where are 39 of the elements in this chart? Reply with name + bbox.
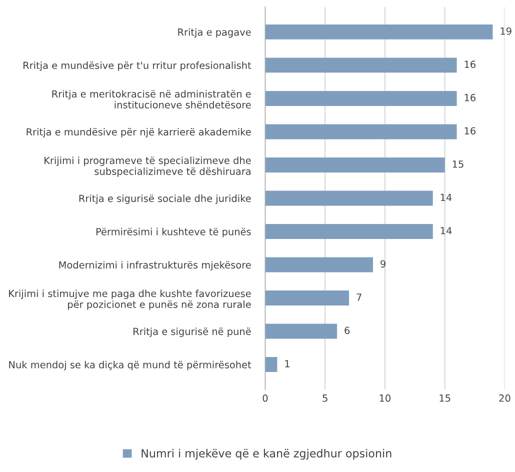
x-tick-label: 15 xyxy=(440,394,450,402)
y-tick-label: Rritja e mundësive për t'u rritur profesionalisht xyxy=(24,62,252,71)
data-label: 14 xyxy=(440,227,452,234)
bar xyxy=(265,224,433,239)
data-label: 16 xyxy=(464,127,476,135)
legend-label: Numri i mjekëve që e kanë zgjedhur opsionin xyxy=(142,448,392,460)
y-tick-label: Krijimi i stimujve me paga dhe kushte favorizuese për pozicionet e punës në zona rurale xyxy=(9,290,251,310)
y-tick-label: Nuk mendoj se ka diçka që mund të përmirësohet xyxy=(9,360,252,370)
bar xyxy=(265,290,350,306)
x-tick-label: 0 xyxy=(262,394,268,402)
y-tick-label: Krijimi i programeve të specializimeve dhe subspecializimeve të dëshiruara xyxy=(44,156,251,177)
y-tick-label: Modernizimi i infrastrukturës mjekësore xyxy=(59,261,251,270)
bar xyxy=(265,190,433,206)
x-tick-label: 10 xyxy=(380,394,390,402)
bar xyxy=(265,58,457,73)
data-label: 1 xyxy=(285,360,290,368)
y-tick-label: Rritja e sigurisë sociale dhe juridike xyxy=(79,194,251,204)
bar xyxy=(265,357,278,372)
y-tick-label: Rritja e sigurisë në punë xyxy=(134,328,251,337)
bar xyxy=(265,257,373,272)
bar xyxy=(265,90,457,106)
x-tick-label: 5 xyxy=(322,394,328,402)
bar xyxy=(265,124,457,140)
x-tick-label: 20 xyxy=(499,394,510,402)
data-label: 16 xyxy=(464,60,476,68)
y-tick-label: Rritja e pagave xyxy=(178,28,251,38)
data-label: 14 xyxy=(440,194,452,201)
y-tick-label: Rritja e mundësive për një karrierë akademike xyxy=(26,128,251,138)
bar xyxy=(265,324,338,339)
data-label: 7 xyxy=(356,294,362,301)
y-tick-label: Rritja e meritokracisë në administratën e institucioneve shëndetësore xyxy=(52,90,251,108)
y-tick-label: Përmirësimi i kushteve të punës xyxy=(96,228,251,238)
bar xyxy=(265,157,445,172)
data-label: 15 xyxy=(452,160,464,168)
bar xyxy=(265,24,493,40)
data-label: 16 xyxy=(464,94,476,102)
data-label: 6 xyxy=(344,326,350,334)
data-label: 19 xyxy=(500,27,512,35)
data-label: 9 xyxy=(380,260,386,268)
